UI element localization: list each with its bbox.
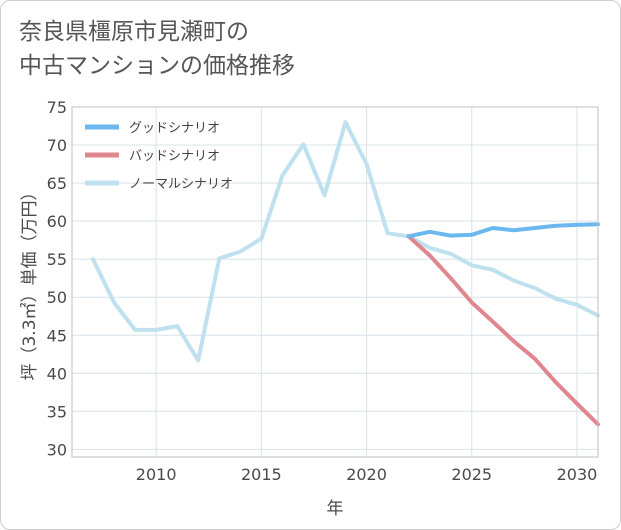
series-line-1 xyxy=(406,222,600,239)
y-tick-label: 40 xyxy=(47,364,67,383)
legend-label: グッドシナリオ xyxy=(129,121,220,136)
x-tick-label: 2010 xyxy=(136,465,177,484)
y-tick-label: 30 xyxy=(47,440,67,459)
y-tick-label: 60 xyxy=(47,212,67,231)
y-tick-label: 35 xyxy=(47,402,67,421)
series-lines xyxy=(91,120,600,427)
title-line-1: 奈良県橿原市見瀬町の xyxy=(19,19,249,45)
y-tick-label: 55 xyxy=(47,250,67,269)
x-tick-label: 2015 xyxy=(241,465,282,484)
x-tick-label: 2025 xyxy=(451,465,492,484)
x-tick-label: 2020 xyxy=(346,465,387,484)
y-tick-label: 75 xyxy=(47,98,67,117)
series-line-2 xyxy=(406,234,600,427)
y-axis-label: 坪（3.3㎡）単価（万円） xyxy=(20,183,40,380)
y-tick-label: 70 xyxy=(47,136,67,155)
x-axis-label: 年 xyxy=(327,499,344,519)
y-tick-label: 45 xyxy=(47,326,67,345)
x-tick-label: 2030 xyxy=(557,465,598,484)
legend-label: バッドシナリオ xyxy=(129,149,220,164)
x-tick-labels: 2010 2015 2020 2025 2030 xyxy=(136,465,598,484)
legend-label: ノーマルシナリオ xyxy=(129,177,233,192)
plot-frame xyxy=(71,106,599,458)
title-line-2: 中古マンションの価格推移 xyxy=(19,53,295,79)
y-tick-labels: 30 35 40 45 50 55 60 65 70 75 xyxy=(47,98,67,459)
chart-title: 奈良県橿原市見瀬町の 中古マンションの価格推移 xyxy=(19,15,295,83)
y-tick-label: 50 xyxy=(47,288,67,307)
y-tick-label: 65 xyxy=(47,174,67,193)
series-line-3 xyxy=(91,120,600,363)
